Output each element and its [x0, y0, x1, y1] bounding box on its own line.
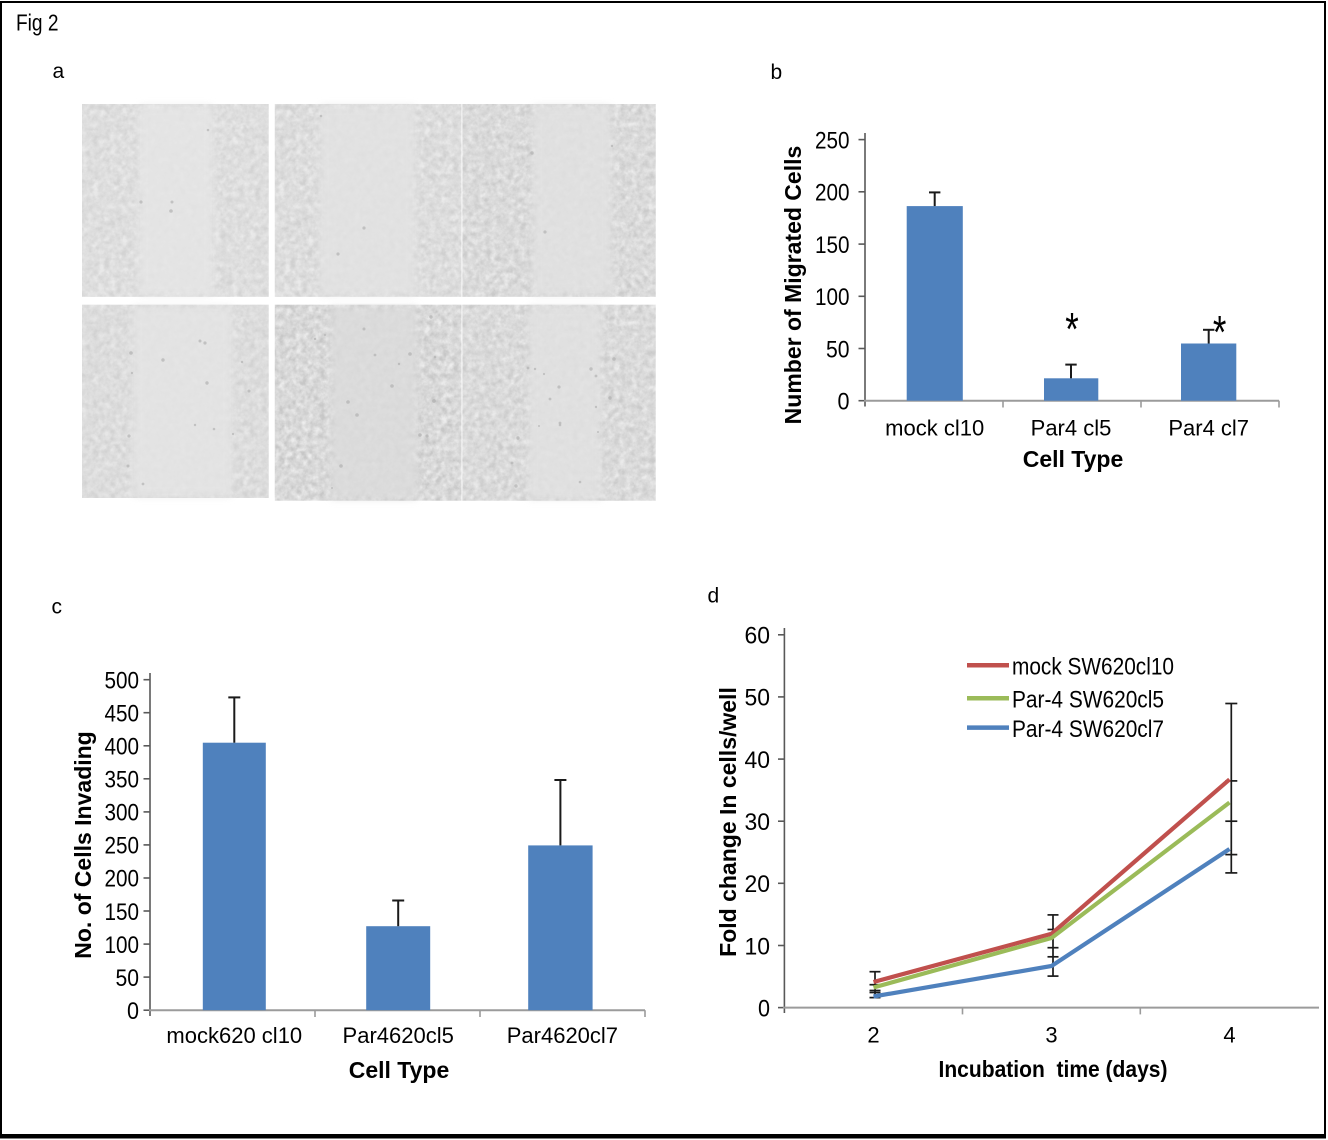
svg-text:250: 250: [815, 127, 850, 154]
svg-text:Fig 2: Fig 2: [16, 10, 59, 36]
svg-text:0: 0: [838, 389, 850, 416]
svg-text:50: 50: [116, 965, 140, 992]
svg-text:20: 20: [745, 871, 771, 898]
svg-text:4: 4: [1223, 1023, 1235, 1048]
svg-text:c: c: [52, 596, 63, 619]
svg-text:400: 400: [105, 734, 140, 761]
svg-text:100: 100: [105, 932, 140, 959]
svg-text:50: 50: [745, 685, 771, 712]
svg-text:200: 200: [815, 180, 850, 207]
svg-text:b: b: [771, 61, 783, 84]
svg-text:250: 250: [105, 833, 140, 860]
svg-text:30: 30: [745, 809, 771, 836]
svg-text:No. of Cells Invading: No. of Cells Invading: [70, 731, 96, 958]
svg-text:a: a: [53, 60, 65, 83]
svg-text:Par4620cl5: Par4620cl5: [343, 1023, 454, 1048]
svg-text:50: 50: [826, 336, 850, 363]
svg-text:mock620 cl10: mock620 cl10: [166, 1023, 302, 1048]
svg-text:200: 200: [105, 866, 140, 893]
svg-text:Par-4 SW620cl7: Par-4 SW620cl7: [1012, 716, 1164, 743]
svg-text:3: 3: [1045, 1023, 1057, 1048]
svg-text:d: d: [708, 585, 720, 608]
svg-text:350: 350: [105, 767, 140, 794]
svg-text:*: *: [1213, 306, 1227, 358]
svg-text:Par4620cl7: Par4620cl7: [507, 1023, 618, 1048]
svg-text:Par-4 SW620cl5: Par-4 SW620cl5: [1012, 687, 1164, 714]
svg-text:0: 0: [758, 995, 770, 1022]
svg-text:mock cl10: mock cl10: [885, 416, 984, 441]
svg-text:450: 450: [105, 701, 140, 728]
svg-text:60: 60: [745, 623, 771, 650]
svg-text:150: 150: [105, 899, 140, 926]
svg-text:*: *: [1065, 303, 1079, 355]
svg-text:Incubation time (days): Incubation time (days): [939, 1056, 1168, 1082]
svg-text:Number of Migrated Cells: Number of Migrated Cells: [780, 146, 806, 425]
svg-text:Cell Type: Cell Type: [349, 1057, 450, 1083]
svg-text:10: 10: [745, 933, 771, 960]
svg-text:40: 40: [745, 747, 771, 774]
svg-text:Par4 cl7: Par4 cl7: [1168, 416, 1249, 441]
svg-text:Cell Type: Cell Type: [1023, 446, 1124, 472]
svg-text:0: 0: [127, 998, 139, 1025]
svg-text:500: 500: [105, 667, 140, 694]
svg-text:Par4 cl5: Par4 cl5: [1031, 416, 1112, 441]
svg-text:2: 2: [867, 1023, 879, 1048]
svg-text:300: 300: [105, 800, 140, 827]
svg-text:150: 150: [815, 232, 850, 259]
svg-text:100: 100: [815, 284, 850, 311]
svg-text:mock SW620cl10: mock SW620cl10: [1012, 654, 1174, 681]
svg-text:Fold change In cells/well: Fold change In cells/well: [715, 687, 741, 957]
